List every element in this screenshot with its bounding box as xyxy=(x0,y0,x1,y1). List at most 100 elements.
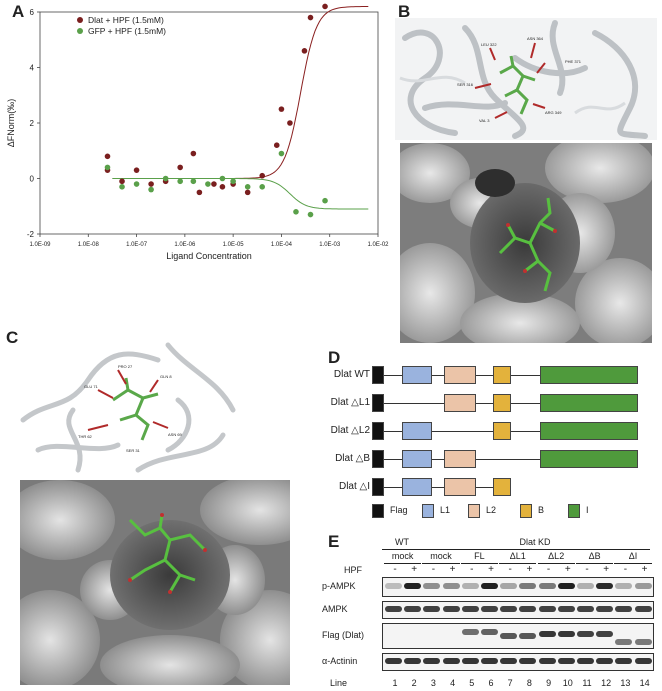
data-point xyxy=(119,184,125,190)
y-tick-label: 4 xyxy=(30,64,35,73)
domain-L2 xyxy=(444,366,476,384)
data-point xyxy=(230,178,236,185)
hpf-sign: + xyxy=(641,564,648,575)
group-underline xyxy=(460,563,498,564)
residue-label-c: ASN 69 xyxy=(168,432,183,437)
data-point xyxy=(278,106,285,112)
domain-L1 xyxy=(402,366,432,384)
blot-band xyxy=(385,606,402,612)
construct-legend: Flag L1 L2 B I xyxy=(372,502,662,522)
blot-band xyxy=(519,658,537,664)
residue-label-b: LEU 322 xyxy=(481,42,497,47)
x-tick-label: 1.0E-02 xyxy=(367,242,389,248)
data-point xyxy=(104,153,111,160)
hpf-sign: + xyxy=(488,564,494,575)
blot-band xyxy=(596,583,614,589)
blot-band xyxy=(615,639,633,645)
legend-label: L1 xyxy=(440,505,451,515)
data-point xyxy=(196,189,203,196)
data-point xyxy=(244,189,251,196)
data-point xyxy=(177,164,183,171)
hpf-sign: - xyxy=(393,564,397,575)
domain-L2 xyxy=(444,394,476,412)
lane-number: 3 xyxy=(430,678,436,688)
binding-chart: -2 0 2 4 6 1.0E-09 1.0E-08 1.0E-07 1.0E-06 1.0E-0… xyxy=(6,3,389,261)
data-point xyxy=(162,175,169,182)
blot-row-label: Flag (Dlat) xyxy=(322,630,365,640)
data-point xyxy=(219,175,226,182)
blot-band xyxy=(596,606,614,612)
x-axis-label: Ligand Concentration xyxy=(166,251,252,261)
construct-label: Dlat △I xyxy=(338,481,370,492)
lane-number: 2 xyxy=(411,678,417,688)
domain-flag xyxy=(372,394,384,412)
residue-label-b: ASN 364 xyxy=(527,36,544,41)
surface-structure-c xyxy=(20,480,312,685)
data-point xyxy=(177,178,183,185)
blot-strip xyxy=(382,577,654,597)
domain-L2 xyxy=(444,478,476,496)
construct-label: Dlat WT xyxy=(333,369,370,380)
blot-band xyxy=(404,658,422,664)
x-tick-label: 1.0E-06 xyxy=(174,242,196,248)
hpf-sign: - xyxy=(431,564,436,575)
data-point xyxy=(278,150,285,157)
surface-structure-b xyxy=(400,143,652,343)
domain-B xyxy=(493,394,511,412)
blot-row-label: AMPK xyxy=(322,604,348,614)
residue-label-c: GLN 8 xyxy=(160,374,172,379)
blot-band xyxy=(481,606,498,612)
blot-strip xyxy=(382,601,654,619)
blot-band xyxy=(404,583,422,589)
blot-band xyxy=(634,606,652,612)
blot-band xyxy=(385,658,402,664)
blot-strip xyxy=(382,623,654,649)
residue-label-c: GLU 71 xyxy=(84,384,99,389)
blot-band xyxy=(385,583,402,589)
group-underline xyxy=(499,563,537,564)
header-wt-line xyxy=(382,549,422,550)
data-point xyxy=(119,178,125,185)
surface-drawing-b xyxy=(400,143,652,343)
blot-band xyxy=(577,583,594,589)
group-label: ΔL1 xyxy=(509,551,526,561)
domain-L1 xyxy=(402,450,432,468)
y-tick-label: 6 xyxy=(30,8,35,17)
lane-number: 12 xyxy=(601,678,612,688)
hpf-sign: + xyxy=(564,564,571,575)
data-point xyxy=(148,186,154,193)
lane-number: 5 xyxy=(469,678,475,688)
data-point xyxy=(307,14,314,21)
construct-label: Dlat △L2 xyxy=(330,425,370,436)
blot-band xyxy=(634,583,652,589)
data-point xyxy=(273,142,280,148)
domain-flag xyxy=(372,366,384,384)
domain-flag xyxy=(372,450,384,468)
data-point xyxy=(259,184,266,190)
residue-label-b: SER 316 xyxy=(457,82,474,87)
domain-flag xyxy=(372,422,384,440)
blot-band xyxy=(442,606,460,612)
x-tick-label: 1.0E-07 xyxy=(126,242,148,248)
group-label: ΔB xyxy=(588,551,601,561)
blot-band xyxy=(500,658,518,664)
panel-letter-a: A xyxy=(12,2,25,21)
panel-letter-c: C xyxy=(6,328,19,347)
domain-flag xyxy=(372,478,384,496)
blot-band xyxy=(557,658,575,664)
blot-band xyxy=(461,658,479,664)
blot-band xyxy=(481,658,498,664)
blot-band xyxy=(538,658,556,664)
data-point xyxy=(322,3,328,10)
domain-L2 xyxy=(444,450,476,468)
header-wt: WT xyxy=(395,537,409,547)
legend-label: I xyxy=(586,505,589,515)
legend-label: L2 xyxy=(486,505,497,515)
blot-band xyxy=(634,658,652,664)
legend-label: Dlat + HPF (1.5mM) xyxy=(88,15,164,25)
line-label: Line xyxy=(330,678,348,688)
x-tick-label: 1.0E-05 xyxy=(223,242,245,248)
x-tick-label: 1.0E-08 xyxy=(78,242,100,248)
blot-band xyxy=(423,658,441,664)
blot-band xyxy=(500,583,518,589)
